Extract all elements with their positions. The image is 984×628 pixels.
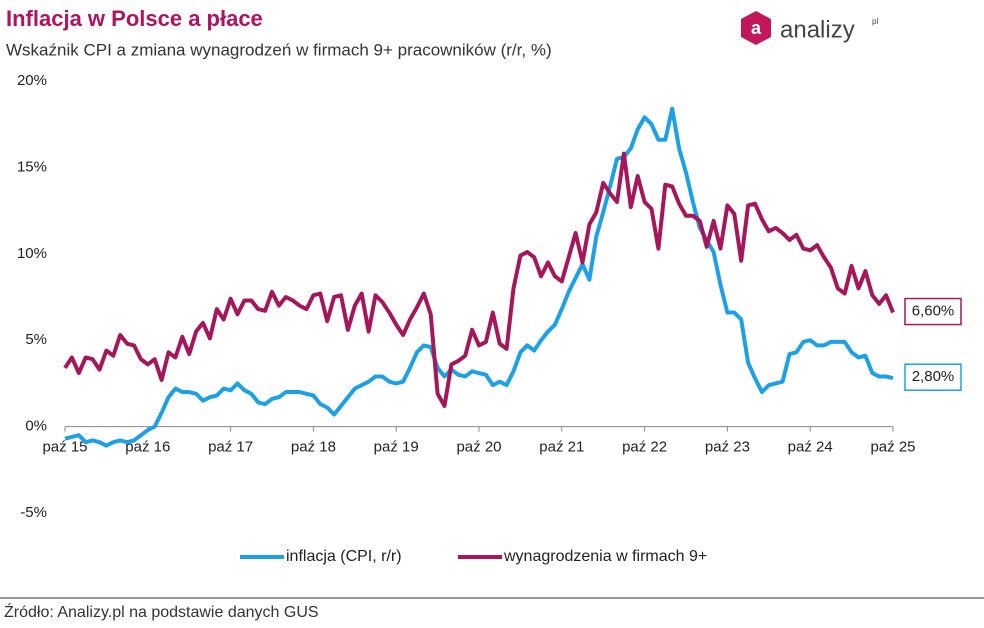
x-tick-label: paź 20 xyxy=(456,439,501,456)
x-tick-label: paź 19 xyxy=(374,439,419,456)
value-label-box xyxy=(904,363,962,391)
x-tick-label: paź 24 xyxy=(788,439,833,456)
x-tick-label: paź 25 xyxy=(870,439,915,456)
y-tick-label: 10% xyxy=(17,245,47,262)
y-tick-label: 5% xyxy=(25,331,47,348)
x-tick-label: paź 18 xyxy=(291,439,336,456)
x-tick-label: paź 17 xyxy=(208,439,253,456)
logo-icon: a xyxy=(751,18,762,38)
logo-icon-shape xyxy=(741,11,771,45)
x-tick-label: paź 23 xyxy=(705,439,750,456)
y-tick-label: -5% xyxy=(20,504,47,521)
value-label: 2,80% xyxy=(912,368,955,385)
y-tick-label: 20% xyxy=(17,72,47,89)
series-line xyxy=(64,106,894,448)
x-tick-label: paź 16 xyxy=(125,439,170,456)
source: Źródło: Analizy.pl na podstawie danych G… xyxy=(4,602,319,621)
y-tick-label: 15% xyxy=(17,158,47,175)
logo: a analizy pl xyxy=(741,11,878,45)
legend-label: wynagrodzenia w firmach 9+ xyxy=(503,548,707,565)
x-tick-label: paź 21 xyxy=(539,439,584,456)
x-tick-label: paź 15 xyxy=(42,439,87,456)
chart-subtitle: Wskaźnik CPI a zmiana wynagrodzeń w firm… xyxy=(6,40,552,59)
logo-text: analizy xyxy=(780,16,855,43)
chart-title: Inflacja w Polsce a płace xyxy=(6,6,263,31)
y-tick-label: 0% xyxy=(25,418,47,435)
value-label: 6,60% xyxy=(912,303,955,320)
legend-label: inflacja (CPI, r/r) xyxy=(286,548,402,565)
value-label-box xyxy=(904,297,962,326)
logo-suffix: pl xyxy=(872,17,878,26)
x-tick-label: paź 22 xyxy=(622,439,667,456)
series-line xyxy=(63,151,895,408)
